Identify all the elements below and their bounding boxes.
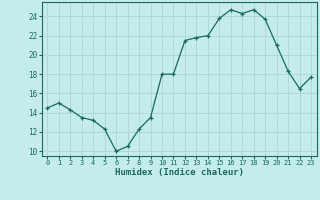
X-axis label: Humidex (Indice chaleur): Humidex (Indice chaleur) <box>115 168 244 177</box>
